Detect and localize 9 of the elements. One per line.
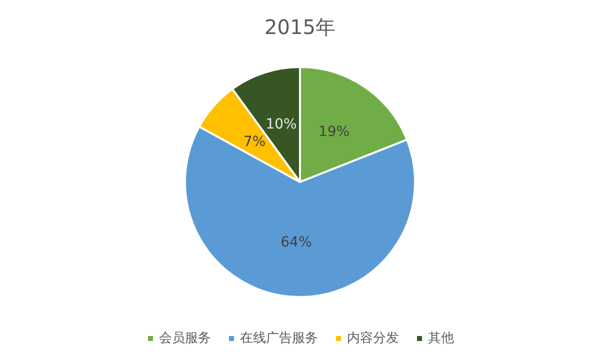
- legend-label: 会员服务: [159, 331, 211, 346]
- data-label: 10%: [266, 116, 297, 132]
- legend-label: 其他: [428, 331, 454, 346]
- data-label: 64%: [280, 234, 312, 250]
- legend-label: 在线广告服务: [240, 331, 318, 346]
- data-label: 19%: [318, 124, 350, 140]
- data-label: 7%: [244, 134, 266, 150]
- chart-title: 2015年: [264, 15, 336, 39]
- legend-label: 内容分发: [347, 330, 399, 346]
